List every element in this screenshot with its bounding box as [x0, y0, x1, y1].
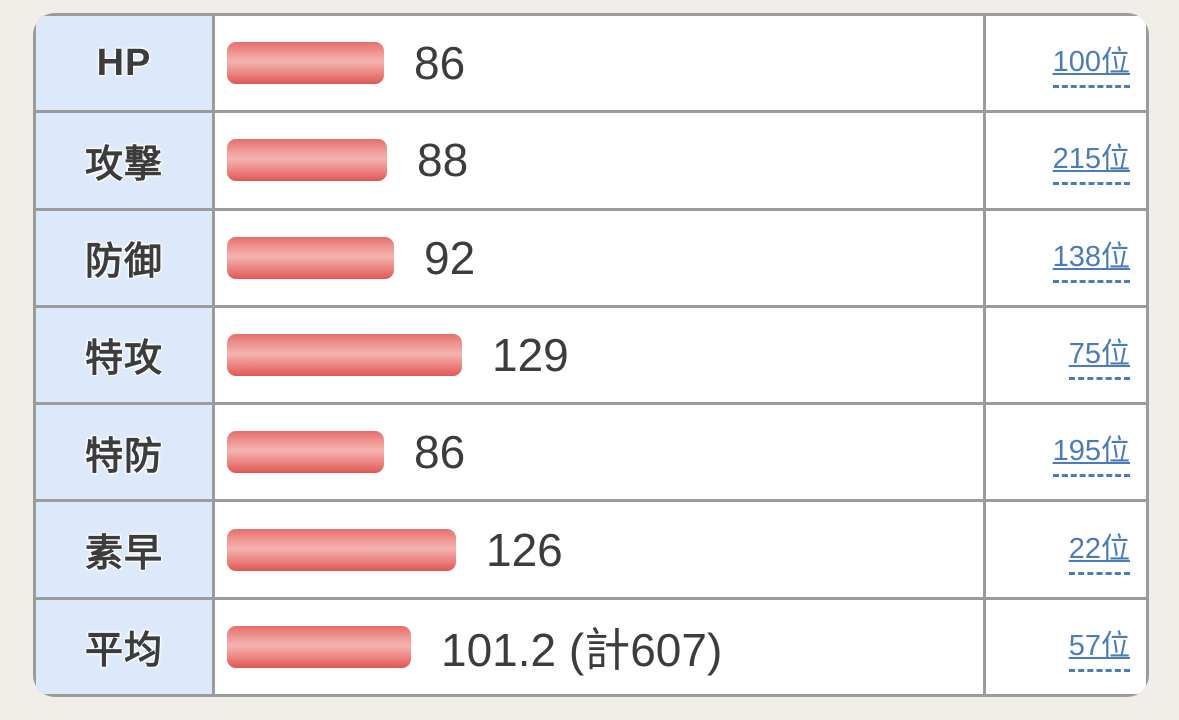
stat-rank-link-2[interactable]: 138位: [1052, 233, 1130, 283]
stat-rank-link-5[interactable]: 22位: [1068, 525, 1130, 575]
stat-bar-cell-5: 126: [215, 502, 983, 597]
stat-bar-0: [227, 42, 384, 85]
stat-label-cell-4: 特防: [36, 405, 212, 500]
stat-bar-1: [227, 139, 387, 182]
stat-label-cell-3: 特攻: [36, 307, 212, 403]
stat-rank-cell-2: 138位: [986, 210, 1146, 305]
stat-rank-cell-4: 195位: [986, 405, 1146, 500]
stat-label-5: 素早: [84, 533, 163, 576]
stat-label-4: 特防: [84, 435, 163, 478]
stat-rank-cell-3: 75位: [986, 307, 1146, 403]
stat-value-3: 129: [492, 328, 569, 381]
stat-value-0: 86: [414, 37, 466, 90]
stat-value-2: 92: [424, 231, 476, 284]
stat-value-4: 86: [414, 426, 466, 479]
stat-label-cell-5: 素早: [36, 502, 212, 597]
stat-bar-cell-2: 92: [215, 210, 983, 305]
stat-label-1: 攻撃: [84, 143, 163, 186]
stat-rank-cell-6: 57位: [986, 599, 1146, 694]
stat-label-cell-0: HP: [36, 16, 212, 111]
stat-rank-link-6[interactable]: 57位: [1068, 622, 1130, 672]
stat-bar-cell-0: 86: [215, 16, 983, 111]
stat-value-5: 126: [486, 523, 563, 576]
stat-bar-3: [227, 333, 462, 376]
stat-rank-link-0[interactable]: 100位: [1052, 38, 1130, 89]
stat-label-6: 平均: [84, 630, 163, 673]
stat-rank-link-3[interactable]: 75位: [1068, 330, 1130, 380]
pokemon-stats-table: HP 86 100位 攻撃 88 215位 防御 92 138位 特攻 129 …: [33, 13, 1149, 697]
stat-rank-link-1[interactable]: 215位: [1052, 135, 1130, 186]
stat-bar-cell-3: 129: [215, 307, 983, 403]
stat-rank-link-4[interactable]: 195位: [1052, 427, 1130, 478]
stat-label-cell-1: 攻撃: [36, 113, 212, 208]
stat-label-3: 特攻: [84, 338, 163, 381]
stat-label-2: 防御: [84, 241, 163, 284]
stat-rank-cell-5: 22位: [986, 502, 1146, 597]
stat-bar-6: [227, 625, 411, 668]
stat-bar-cell-1: 88: [215, 113, 983, 208]
stat-rank-cell-0: 100位: [986, 16, 1146, 111]
stat-bar-cell-4: 86: [215, 405, 983, 500]
stat-bar-cell-6: 101.2 (計607): [215, 599, 983, 694]
stat-bar-4: [227, 431, 384, 474]
stat-label-cell-2: 防御: [36, 210, 212, 305]
stat-value-1: 88: [417, 134, 469, 187]
stat-bar-5: [227, 528, 456, 571]
stat-label-cell-6: 平均: [36, 599, 212, 694]
stat-bar-2: [227, 236, 394, 279]
stat-label-0: HP: [96, 41, 152, 84]
stat-rank-cell-1: 215位: [986, 113, 1146, 208]
stat-value-6: 101.2 (計607): [441, 623, 723, 676]
